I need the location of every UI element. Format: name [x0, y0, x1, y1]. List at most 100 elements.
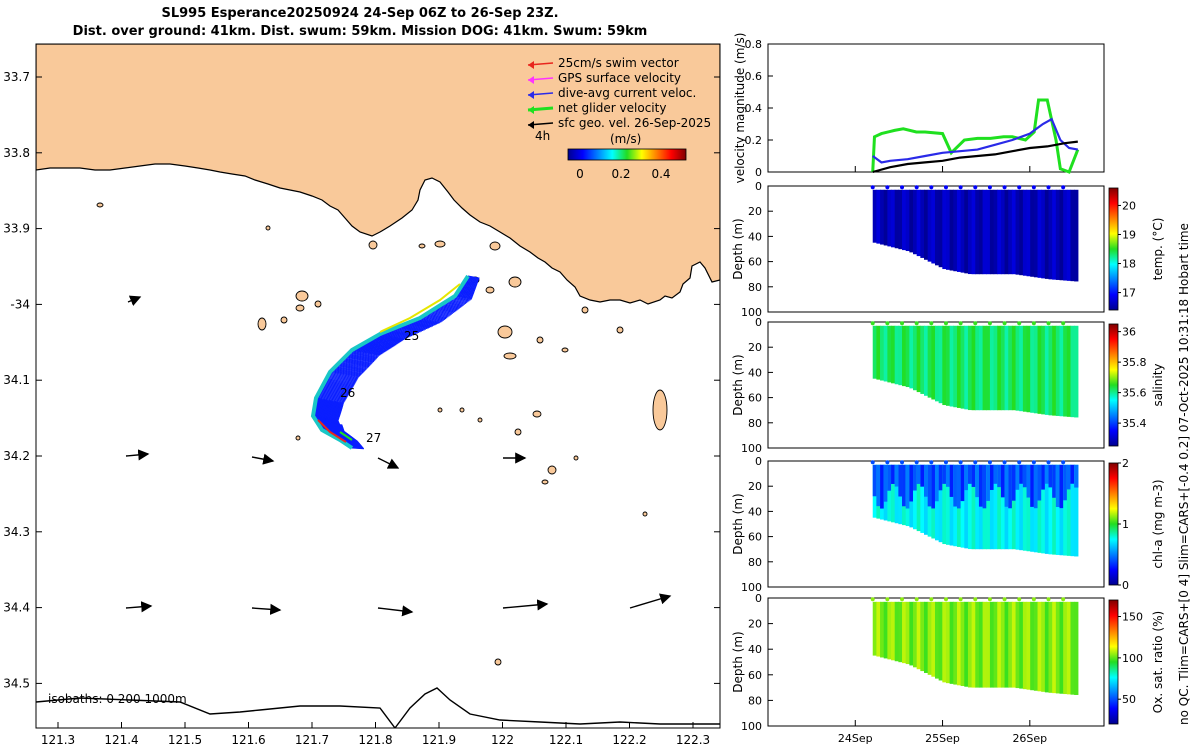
heatmap-cell-surface — [880, 464, 885, 509]
heatmap-cell — [913, 464, 918, 530]
surface-sample-dot — [929, 597, 934, 602]
heatmap-cell — [1004, 189, 1009, 275]
heatmap-cell — [938, 601, 943, 681]
legend-label-net_glider: net glider velocity — [558, 101, 666, 115]
heatmap-cell — [997, 325, 1002, 411]
dive-avg-current-vector — [317, 395, 346, 402]
heatmap-cell — [1074, 325, 1079, 418]
dive-avg-current-vector — [314, 404, 342, 411]
heatmap-cell — [1074, 464, 1079, 557]
heatmap-cell — [1063, 189, 1068, 281]
map-frame — [35, 43, 721, 729]
dive-avg-current-vector — [340, 360, 370, 368]
depth-tick: 100 — [741, 306, 762, 319]
heatmap-cell — [920, 601, 925, 672]
dive-avg-current-vector — [314, 408, 341, 415]
dive-avg-current-vector — [322, 386, 351, 393]
dive-avg-current-vector — [314, 407, 342, 414]
heatmap-cell — [1066, 325, 1072, 417]
depth-tick: 100 — [741, 581, 762, 594]
dive-avg-current-vector — [349, 351, 379, 358]
dive-avg-current-vector — [369, 339, 397, 346]
dive-avg-current-vector — [368, 339, 396, 346]
heatmap-cell — [953, 189, 958, 272]
heatmap-cell — [880, 601, 885, 658]
heatmap-cell — [1008, 189, 1013, 275]
time-x-tick: 24Sep — [838, 732, 873, 745]
surface-sample-dot — [885, 185, 890, 190]
heatmap-cell — [1004, 325, 1009, 411]
velocity-y-label: velocity magnitude (m/s) — [733, 33, 747, 184]
heatmap-cell-surface — [953, 464, 958, 507]
dive-avg-current-vector — [418, 318, 441, 324]
surface-sample-dot — [1017, 321, 1022, 326]
dive-avg-current-vector — [342, 359, 371, 366]
depth-tick: 80 — [748, 281, 762, 294]
surface-sample-dot — [973, 321, 978, 326]
depth-tick: 100 — [741, 442, 762, 455]
heatmap-cell — [1041, 325, 1046, 415]
dive-avg-current-vector — [433, 309, 454, 314]
colorbar-tick: 20 — [1122, 199, 1136, 212]
heatmap-cell-surface — [872, 464, 877, 497]
map-x-tick: 121.8 — [358, 733, 392, 747]
heatmap-cell — [894, 464, 899, 524]
surface-sample-dot — [973, 460, 978, 465]
legend-arrowhead — [528, 91, 534, 99]
dive-avg-current-vector — [430, 310, 451, 316]
colorbar-units: (m/s) — [610, 132, 641, 146]
heatmap-cell — [1008, 325, 1013, 411]
heatmap-cell — [993, 464, 998, 550]
surface-sample-dot — [1061, 185, 1066, 190]
dive-avg-current-vector — [419, 317, 442, 323]
heatmap-cell-surface — [902, 464, 907, 507]
heatmap-cell — [905, 189, 910, 252]
depth-tick: 60 — [748, 392, 762, 405]
heatmap-cell — [898, 325, 903, 386]
heatmap-cell — [1055, 325, 1061, 416]
depth-tick: 40 — [748, 230, 762, 243]
heatmap-cell — [1015, 601, 1020, 689]
heatmap-cell — [967, 464, 973, 550]
dive-avg-current-vector — [360, 344, 388, 351]
heatmap-colorbar — [1108, 462, 1119, 586]
heatmap-cell — [953, 325, 958, 408]
side-note: no QC. Tlim=CARS+[0 4] Slim=CARS+[-0.4 0… — [1177, 223, 1191, 725]
dive-avg-current-vector — [325, 378, 355, 386]
heatmap-cell — [913, 601, 918, 668]
dive-avg-current-vector — [462, 283, 477, 287]
heatmap-cell — [993, 189, 998, 275]
heatmap-cell — [1041, 189, 1046, 279]
isobath-label: isobaths: 0 200 1000m — [48, 692, 187, 706]
dive-avg-current-vector — [320, 389, 349, 396]
surface-sample-dot — [1002, 185, 1007, 190]
heatmap-cell — [1022, 464, 1028, 551]
dive-avg-current-vector — [338, 362, 368, 369]
heatmap-cell — [989, 325, 995, 411]
surface-sample-dot — [914, 185, 919, 190]
heatmap-cell-surface — [905, 464, 910, 509]
heatmap-cell-surface — [997, 464, 1002, 488]
surface-sample-dot — [1031, 597, 1036, 602]
dive-avg-current-vector — [461, 285, 476, 290]
heatmap-cell — [1026, 189, 1031, 277]
surface-sample-dot — [973, 185, 978, 190]
depth-tick: 80 — [748, 417, 762, 430]
heatmap-cell — [876, 325, 881, 380]
dive-avg-current-vector — [364, 342, 392, 349]
heatmap-cell — [945, 325, 951, 406]
heatmap-cell — [945, 601, 951, 684]
dive-avg-current-vector — [313, 413, 340, 420]
swim-vector-segment — [317, 419, 347, 443]
colorbar-tick: 0 — [1122, 579, 1129, 592]
heatmap-cell — [938, 464, 943, 543]
depth-tick: 40 — [748, 366, 762, 379]
dive-avg-current-vector — [426, 313, 448, 319]
heatmap-cell — [1022, 325, 1028, 412]
colorbar-tick: 1 — [1122, 518, 1129, 531]
dive-avg-current-vector — [445, 301, 464, 306]
surface-sample-dot — [1031, 321, 1036, 326]
heatmap-cell — [1033, 601, 1039, 691]
